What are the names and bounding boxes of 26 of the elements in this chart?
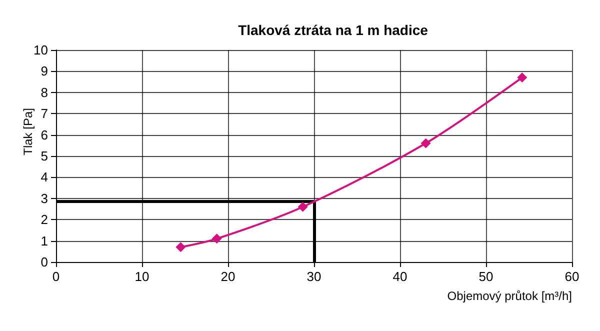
y-tick-label: 4 [40,170,48,185]
y-tick-label: 5 [40,148,48,164]
y-tick-label: 3 [40,190,48,206]
point [298,202,308,212]
y-axis-title: Tlak [Pa] [21,108,35,156]
y-tick-label: 9 [40,64,48,79]
point [420,138,431,148]
point [517,72,528,83]
point [176,242,186,252]
x-axis-title: Objemový průtok [m³/h] [447,289,572,303]
y-tick-label: 0 [40,254,48,270]
y-tick-label: 1 [40,233,48,248]
y-tick-label: 7 [40,106,48,122]
x-tick-label: 60 [564,269,580,284]
x-tick-label: 10 [134,269,150,284]
chart-title: Tlaková ztráta na 1 m hadice [238,22,428,38]
y-tick-label: 6 [40,127,48,142]
x-tick-label: 50 [478,269,494,284]
y-tick-label: 8 [40,84,48,100]
x-tick-label: 30 [306,269,322,284]
y-tick-label: 2 [40,212,48,228]
x-tick-label: 20 [220,269,236,284]
x-tick-label: 0 [52,269,60,284]
x-tick-label: 40 [392,269,408,284]
y-tick-label: 10 [34,42,48,58]
point [212,234,222,244]
